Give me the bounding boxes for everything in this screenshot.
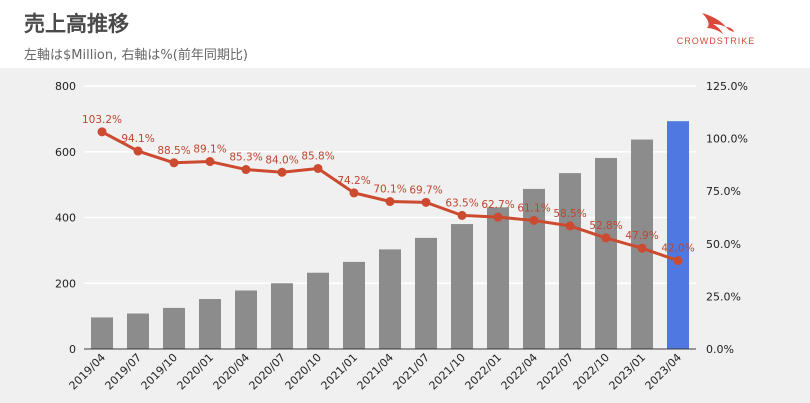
x-tick-label: 2023/04 [643,351,685,393]
bar [667,121,689,350]
line-point [313,163,323,173]
line-point [601,233,611,243]
x-tick-label: 2020/10 [283,351,325,393]
x-tick-label: 2021/10 [427,351,469,393]
x-tick-label: 2021/04 [355,351,397,393]
bar [523,188,545,349]
line-point [673,256,683,266]
line-point [205,157,215,167]
data-label: 63.5% [445,197,478,209]
x-tick-label: 2020/01 [175,351,217,393]
falcon-icon [702,13,734,34]
line-point [385,197,395,207]
data-label: 89.1% [193,144,226,156]
bar [307,272,329,349]
x-axis: 2019/042019/072019/102020/012020/042020/… [67,348,696,393]
x-tick-label: 2019/07 [103,351,145,393]
right-tick-label: 0.0% [706,343,734,356]
data-label: 103.2% [82,114,122,126]
line-point [493,212,503,222]
bar [451,224,473,349]
line-point [637,243,647,253]
data-label: 52.8% [589,220,622,232]
data-label: 42.0% [661,243,694,255]
bar [271,283,293,349]
bar [487,207,509,349]
data-label: 84.0% [265,154,298,166]
chart-title: 売上高推移 [24,12,129,36]
data-label: 47.9% [625,230,658,242]
data-label: 70.1% [373,184,406,196]
x-tick-label: 2019/04 [67,351,109,393]
line-point [565,221,575,231]
bar [163,307,185,349]
data-label: 85.8% [301,150,334,162]
bar-series [91,121,689,350]
x-tick-label: 2022/10 [571,351,613,393]
data-label: 85.3% [229,152,262,164]
data-label: 62.7% [481,199,514,211]
x-tick-label: 2022/07 [535,351,577,393]
line-point [349,188,359,198]
x-tick-label: 2020/04 [211,351,253,393]
left-tick-label: 400 [55,212,76,225]
line-point [241,165,251,175]
right-tick-label: 100.0% [706,133,748,146]
bar [559,173,581,349]
bar [379,249,401,349]
left-tick-label: 0 [69,343,76,356]
x-tick-label: 2020/07 [247,351,289,393]
x-tick-label: 2021/07 [391,351,433,393]
x-tick-label: 2023/01 [607,351,649,393]
right-tick-label: 50.0% [706,238,741,251]
bar [127,313,149,349]
line-point [133,146,143,156]
left-tick-label: 200 [55,277,76,290]
data-label: 69.7% [409,184,442,196]
bar [415,237,437,349]
chart-subtitle: 左軸は$Million, 右軸は%(前年同期比) [24,48,248,63]
x-tick-label: 2021/01 [319,351,361,393]
line-point [97,127,107,137]
line-point [169,158,179,168]
line-point [421,197,431,207]
brand-name: CROWDSTRIKE [676,36,756,46]
right-axis: 0.0% 25.0% 50.0% 75.0% 100.0% 125.0% [706,80,748,356]
data-label: 61.1% [517,202,550,214]
left-tick-label: 800 [55,80,76,93]
data-label: 74.2% [337,175,370,187]
bar [91,317,113,349]
data-label: 88.5% [157,145,190,157]
x-tick-label: 2019/10 [139,351,181,393]
bar [199,299,221,349]
right-tick-label: 25.0% [706,290,741,303]
x-tick-label: 2022/04 [499,351,541,393]
data-label: 58.5% [553,208,586,220]
bar [343,261,365,349]
bar [235,290,257,349]
x-tick-label: 2022/01 [463,351,505,393]
line-series: 103.2% 94.1%88.5% 89.1%85.3% 84.0% 85.8% 74.2… [82,114,695,266]
line-point [529,215,539,225]
line-point [277,167,287,177]
brand-logo: CROWDSTRIKE [666,10,766,50]
right-tick-label: 75.0% [706,185,741,198]
left-tick-label: 600 [55,146,76,159]
data-label: 94.1% [121,133,154,145]
line-point [457,210,467,220]
left-axis: 0 200 400 600 800 [55,80,76,356]
right-tick-label: 125.0% [706,80,748,93]
bar [595,157,617,349]
